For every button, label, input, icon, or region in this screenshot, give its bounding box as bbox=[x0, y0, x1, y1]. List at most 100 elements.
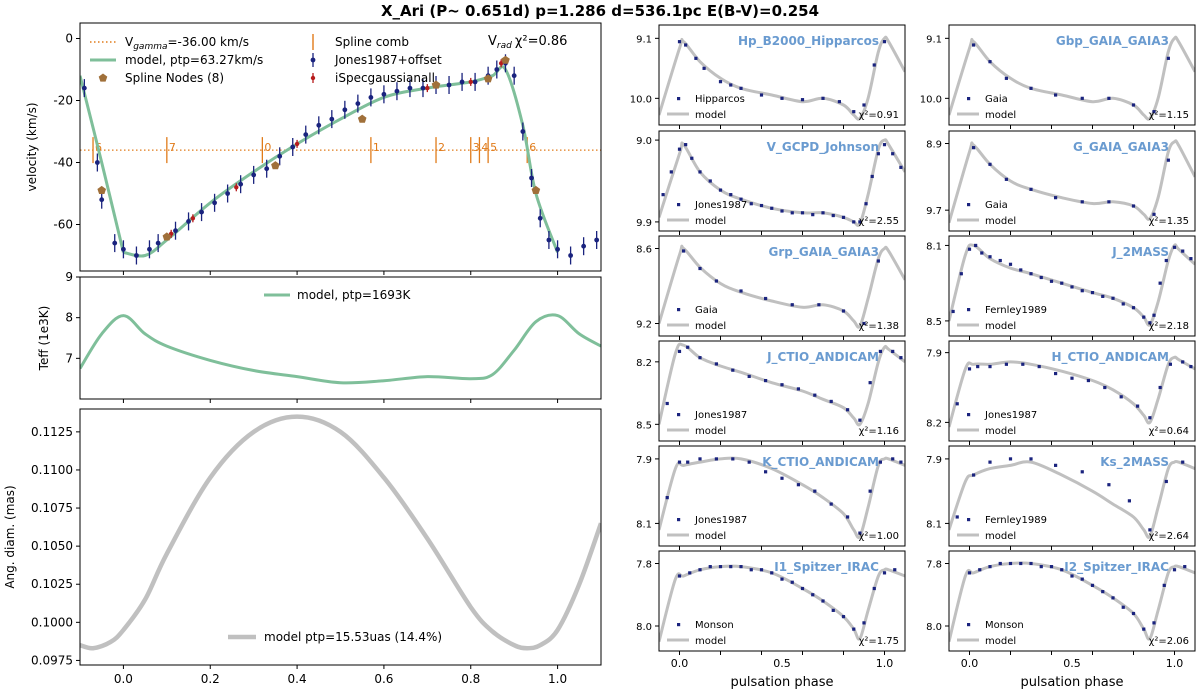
phot-model-line bbox=[949, 139, 1195, 224]
axes-frame bbox=[948, 550, 1196, 652]
phot-point bbox=[858, 418, 862, 422]
spline-node bbox=[501, 55, 510, 64]
phot-point bbox=[698, 356, 702, 360]
vrad-corner-sub: rad bbox=[497, 41, 512, 51]
angdiam-legend-label: model ptp=15.53uas (14.4%) bbox=[264, 630, 442, 644]
y-tick-label: -40 bbox=[53, 156, 73, 170]
phot-legend-label: Jones1987 bbox=[694, 515, 747, 526]
phot-point bbox=[864, 202, 868, 206]
phot-point bbox=[1142, 627, 1146, 631]
y-tick-label: 9.0 bbox=[636, 136, 652, 147]
phot-model-line bbox=[659, 35, 905, 121]
jones-point bbox=[251, 172, 257, 178]
spline-comb-label: 3 bbox=[473, 141, 480, 154]
phot-chi2: χ²=0.64 bbox=[1149, 426, 1189, 437]
phot-point bbox=[780, 383, 784, 387]
jones-point bbox=[134, 253, 139, 258]
phot-point bbox=[1049, 565, 1054, 569]
phot-point bbox=[718, 188, 723, 192]
phot-point bbox=[858, 220, 862, 224]
jones-point bbox=[212, 200, 217, 206]
y-tick-label: 9.7 bbox=[926, 206, 942, 217]
phot-legend-label: Jones1987 bbox=[694, 200, 747, 211]
phot-point bbox=[1131, 611, 1136, 616]
legend-label: Vgamma=-36.00 km/s bbox=[125, 35, 249, 52]
phot-panel-label: I1_Spitzer_IRAC bbox=[774, 560, 879, 575]
phot-chi2: χ²=2.55 bbox=[859, 216, 899, 227]
phot-point bbox=[739, 565, 743, 569]
phot-point bbox=[1054, 371, 1058, 376]
teff-ylabel: Teff (1e3K) bbox=[37, 306, 51, 372]
phot-legend-swatch bbox=[967, 203, 971, 207]
phot-plot bbox=[659, 35, 905, 121]
phot-chi2: χ²=2.18 bbox=[1149, 321, 1189, 332]
phot-point bbox=[1019, 561, 1023, 566]
phot-x-tick-label: 0.5 bbox=[773, 657, 791, 670]
phot-point bbox=[829, 502, 833, 506]
phot-plot bbox=[659, 244, 905, 329]
phot-point bbox=[669, 170, 673, 174]
phot-point bbox=[988, 60, 992, 64]
y-tick-label: 9.9 bbox=[636, 218, 652, 229]
axes-frame bbox=[948, 235, 1196, 337]
spline-comb-label: 5 bbox=[490, 141, 497, 154]
phot-point bbox=[684, 143, 688, 147]
phot-point bbox=[813, 393, 817, 397]
y-tick-label: -20 bbox=[53, 94, 73, 108]
jones-point bbox=[520, 129, 526, 134]
phot-point bbox=[852, 627, 856, 631]
phot-point bbox=[796, 483, 800, 487]
legend-label-rest: =-36.00 km/s bbox=[168, 35, 250, 49]
jones-point bbox=[368, 95, 374, 100]
y-tick-label: 8.1 bbox=[926, 241, 942, 252]
phot-point bbox=[1004, 362, 1008, 366]
ispec-point bbox=[190, 216, 196, 221]
phot-point bbox=[1166, 56, 1170, 60]
phot-point bbox=[841, 215, 846, 219]
phot-point bbox=[841, 615, 846, 619]
jones-point bbox=[446, 82, 452, 88]
phot-point bbox=[677, 574, 682, 578]
phot-point bbox=[988, 565, 992, 569]
phot-point bbox=[1131, 306, 1136, 310]
phot-point bbox=[1119, 395, 1123, 399]
phot-point bbox=[829, 399, 833, 404]
phot-point bbox=[1158, 385, 1162, 390]
phot-point bbox=[1090, 583, 1095, 587]
spline-comb-label: 1 bbox=[373, 141, 380, 154]
phot-point bbox=[790, 303, 794, 307]
jones-point bbox=[173, 228, 178, 234]
spline-node bbox=[162, 232, 172, 241]
phot-model-line bbox=[949, 459, 1195, 539]
jones-point bbox=[568, 253, 574, 258]
phot-plot bbox=[659, 138, 905, 228]
phot-point bbox=[1101, 590, 1105, 594]
phot-panel-label: J_2MASS bbox=[1111, 245, 1169, 260]
phot-point bbox=[972, 43, 976, 47]
jones-point bbox=[94, 160, 100, 165]
phot-point bbox=[988, 162, 992, 166]
phot-point bbox=[749, 568, 753, 572]
legend-label: iSpecgaussianall bbox=[335, 71, 435, 85]
spline-node bbox=[97, 185, 106, 194]
phot-point bbox=[1148, 321, 1152, 325]
phot-legend-swatch bbox=[677, 308, 681, 312]
phot-point bbox=[714, 362, 718, 366]
legend-swatch bbox=[98, 73, 108, 82]
phot-point bbox=[1152, 621, 1156, 625]
phot-point bbox=[694, 56, 698, 60]
y-tick-label: 0.1125 bbox=[31, 425, 73, 439]
axes-frame bbox=[658, 550, 906, 652]
phot-point bbox=[1181, 249, 1185, 253]
phot-point bbox=[770, 206, 774, 210]
phot-chi2: χ²=0.91 bbox=[859, 110, 899, 121]
phot-point bbox=[718, 565, 723, 569]
phot-panel-label: H_CTIO_ANDICAM bbox=[1052, 350, 1170, 365]
phot-point bbox=[1008, 561, 1013, 566]
phot-plot bbox=[659, 564, 905, 642]
jones-point bbox=[81, 85, 87, 91]
vrad-model-wrap bbox=[80, 75, 125, 253]
phot-point bbox=[1164, 479, 1168, 484]
phot-chi2: χ²=1.15 bbox=[1149, 110, 1189, 121]
